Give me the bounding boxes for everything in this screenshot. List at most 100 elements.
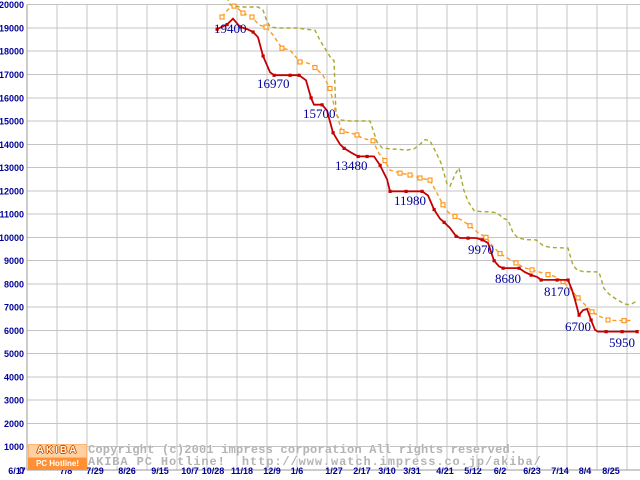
series-orange-marker bbox=[339, 128, 345, 135]
point-label: 9970 bbox=[468, 242, 494, 257]
y-tick-label: 11000 bbox=[0, 210, 24, 220]
series-orange-marker bbox=[605, 317, 611, 323]
y-tick-label: 10000 bbox=[0, 233, 24, 243]
series-red-marker bbox=[604, 330, 608, 334]
x-tick-label: 10/28 bbox=[202, 466, 225, 476]
x-tick-label: 10/7 bbox=[181, 466, 199, 476]
x-tick-label: 7/14 bbox=[551, 466, 569, 476]
point-label: 15700 bbox=[303, 106, 336, 121]
series-orange-marker bbox=[589, 309, 595, 315]
series-orange-marker bbox=[545, 271, 551, 278]
series-red-marker bbox=[272, 73, 276, 77]
series-red-marker bbox=[378, 163, 382, 167]
y-tick-label: 13000 bbox=[0, 163, 24, 173]
x-tick-label: 9/15 bbox=[151, 466, 169, 476]
y-tick-label: 5000 bbox=[4, 349, 24, 359]
x-tick-label: 4/21 bbox=[436, 466, 454, 476]
x-tick-label: 8/25 bbox=[602, 466, 620, 476]
series-red-marker bbox=[589, 318, 593, 322]
series-red-marker bbox=[442, 220, 446, 224]
y-tick-label: 20000 bbox=[0, 0, 24, 10]
y-tick-label: 19000 bbox=[0, 23, 24, 33]
series-orange-marker bbox=[219, 14, 225, 20]
series-red-marker bbox=[620, 330, 624, 334]
series-red-marker bbox=[251, 30, 255, 34]
series-red-marker bbox=[309, 96, 313, 100]
series-red-marker bbox=[320, 103, 324, 107]
x-tick-label: 7/29 bbox=[86, 466, 104, 476]
series-orange-marker bbox=[370, 138, 376, 144]
series-orange-marker bbox=[452, 213, 458, 220]
x-tick-label: 6/17 bbox=[8, 466, 26, 476]
x-tick-label: 1/6 bbox=[291, 466, 304, 476]
y-tick-label: 6000 bbox=[4, 326, 24, 336]
x-tick-label: 6/23 bbox=[523, 466, 541, 476]
series-red-marker bbox=[297, 73, 301, 77]
series-orange-marker bbox=[529, 267, 535, 273]
series-orange-line bbox=[221, 5, 632, 322]
y-tick-label: 3000 bbox=[4, 396, 24, 406]
series-red-line bbox=[216, 17, 637, 333]
series-orange-marker bbox=[354, 132, 360, 138]
series-orange-marker bbox=[497, 251, 503, 257]
y-tick-label: 18000 bbox=[0, 47, 24, 57]
y-tick-label: 15000 bbox=[0, 117, 24, 127]
series-red-marker bbox=[261, 54, 265, 58]
y-tick-label: 2000 bbox=[4, 419, 24, 429]
series-red-marker bbox=[365, 154, 369, 159]
y-tick-label: 16000 bbox=[0, 93, 24, 103]
x-tick-label: 6/2 bbox=[494, 466, 507, 476]
series-red-marker bbox=[480, 238, 484, 242]
series-red-marker bbox=[517, 266, 521, 270]
y-tick-label: 12000 bbox=[0, 186, 24, 196]
y-tick-label: 1000 bbox=[4, 442, 24, 452]
series-orange-marker bbox=[467, 223, 473, 229]
x-tick-label: 1/27 bbox=[325, 466, 343, 476]
series-orange-marker bbox=[417, 175, 423, 181]
series-orange-marker bbox=[427, 177, 433, 183]
x-tick-label: 5/12 bbox=[464, 466, 482, 476]
series-orange-marker bbox=[279, 45, 285, 51]
series-red-marker bbox=[238, 25, 242, 29]
series-red-marker bbox=[225, 22, 229, 27]
point-label: 13480 bbox=[335, 158, 368, 173]
series-red-marker bbox=[288, 73, 292, 77]
series-red-marker bbox=[555, 278, 559, 282]
x-tick-label: 11/18 bbox=[231, 466, 253, 476]
series-orange-marker bbox=[297, 59, 303, 65]
series-orange-marker bbox=[231, 3, 237, 9]
x-tick-label: 8/26 bbox=[118, 466, 136, 476]
series-red-marker bbox=[342, 146, 346, 150]
x-tick-label: 3/31 bbox=[403, 466, 421, 476]
series-red-marker bbox=[454, 234, 458, 238]
x-tick-label: 7/8 bbox=[60, 466, 73, 476]
series-orange-marker bbox=[440, 202, 446, 208]
x-tick-label: 12/9 bbox=[263, 466, 281, 476]
series-red-marker bbox=[356, 154, 360, 159]
series-orange-marker bbox=[397, 170, 403, 176]
series-red-marker bbox=[466, 236, 470, 240]
y-tick-label: 7000 bbox=[4, 303, 24, 313]
series-red-marker bbox=[420, 189, 424, 193]
series-red-marker bbox=[388, 189, 392, 193]
point-label: 5950 bbox=[609, 335, 635, 350]
point-label: 11980 bbox=[394, 193, 426, 208]
series-red-marker bbox=[635, 330, 639, 334]
series-orange-marker bbox=[249, 14, 255, 20]
x-tick-label: 2/17 bbox=[353, 466, 371, 476]
x-tick-label: 8/4 bbox=[579, 466, 592, 476]
series-orange-marker bbox=[513, 260, 519, 266]
point-label: 8170 bbox=[544, 284, 570, 299]
series-red-marker bbox=[331, 131, 335, 135]
series-red-marker bbox=[577, 313, 581, 317]
point-label: 6700 bbox=[565, 319, 591, 334]
series-red-marker bbox=[492, 259, 496, 263]
series-orange-marker bbox=[240, 10, 246, 16]
series-red-marker bbox=[566, 278, 570, 282]
series-olive-line bbox=[227, 0, 638, 306]
series-red-marker bbox=[432, 207, 436, 212]
point-label: 19400 bbox=[214, 21, 247, 36]
series-orange-marker bbox=[382, 157, 388, 164]
y-tick-label: 14000 bbox=[0, 140, 24, 150]
